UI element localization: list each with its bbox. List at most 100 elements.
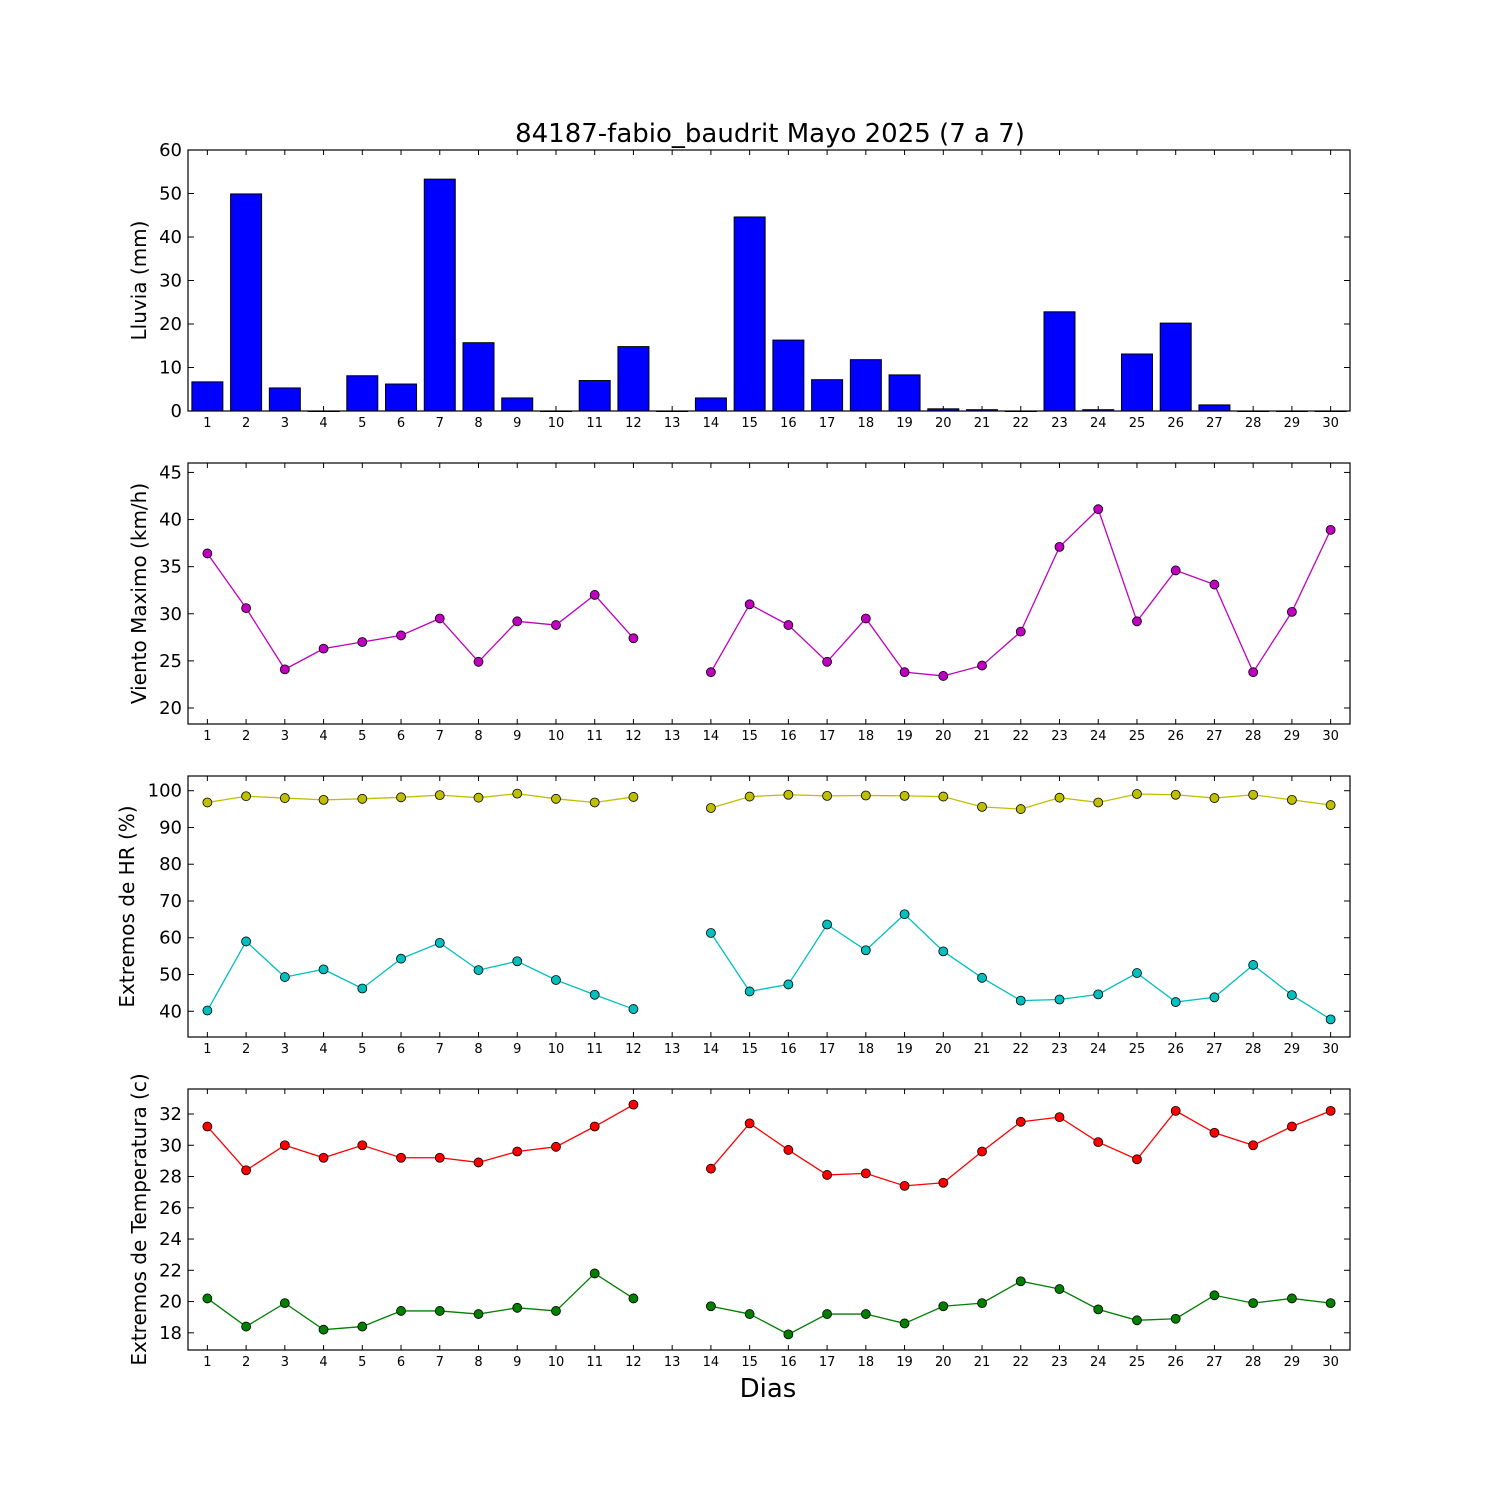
data-point: [938, 946, 949, 957]
data-point: [1248, 1298, 1259, 1309]
x-tick-label: 12: [625, 1355, 642, 1370]
x-tick-label: 22: [1012, 1355, 1029, 1370]
data-point: [783, 1145, 794, 1155]
x-tick-label: 8: [474, 729, 482, 744]
data-point: [1248, 789, 1259, 800]
x-tick-label: 9: [513, 729, 521, 744]
x-tick-label: 24: [1090, 416, 1107, 431]
y-tick-label: 90: [159, 817, 182, 838]
plot-frame: [187, 462, 1351, 725]
data-point: [434, 1152, 445, 1163]
x-tick-label: 4: [319, 1355, 327, 1370]
data-point: [241, 1321, 252, 1332]
x-tick-label: 20: [935, 1042, 952, 1057]
x-tick-label: 11: [586, 416, 603, 431]
data-point: [860, 1168, 871, 1179]
x-tick-label: 5: [358, 729, 366, 744]
data-point: [473, 1157, 484, 1168]
y-tick-label: 40: [159, 510, 182, 531]
data-point: [1170, 565, 1181, 576]
y-axis-label: Viento Maximo (km/h): [127, 483, 151, 704]
data-point: [434, 937, 445, 948]
x-tick-label: 10: [548, 416, 565, 431]
x-tick-label: 27: [1206, 416, 1223, 431]
x-tick-label: 25: [1129, 1042, 1146, 1057]
y-tick-label: 35: [159, 557, 182, 578]
data-point: [1325, 800, 1336, 810]
data-point: [1093, 1304, 1104, 1315]
x-tick-label: 7: [436, 1355, 444, 1370]
data-point: [589, 1121, 600, 1132]
x-tick-label: 16: [780, 729, 797, 744]
data-point: [977, 1146, 987, 1157]
data-point: [938, 671, 949, 681]
data-point: [551, 793, 561, 804]
x-tick-label: 8: [474, 416, 482, 431]
data-point: [899, 1318, 910, 1329]
x-tick-label: 22: [1012, 1042, 1029, 1057]
x-tick-label: 15: [741, 416, 758, 431]
x-tick-label: 28: [1245, 416, 1262, 431]
rain-bar: [462, 342, 495, 412]
x-tick-label: 23: [1051, 1355, 1068, 1370]
x-tick-label: 1: [203, 1355, 211, 1370]
data-point: [899, 790, 910, 801]
x-tick-label: 11: [586, 729, 603, 744]
data-point: [860, 613, 871, 624]
rain-bar: [423, 178, 456, 412]
data-point: [1054, 1112, 1065, 1123]
x-tick-label: 5: [358, 416, 366, 431]
rain-bar: [617, 346, 650, 412]
data-point: [744, 791, 755, 802]
x-tick-label: 20: [935, 416, 952, 431]
x-tick-label: 4: [319, 729, 327, 744]
rain-bar: [1120, 353, 1153, 412]
data-point: [357, 1321, 368, 1332]
x-tick-label: 25: [1129, 729, 1146, 744]
data-point: [977, 801, 987, 812]
data-point: [279, 664, 290, 675]
x-tick-label: 24: [1090, 1355, 1107, 1370]
data-point: [1093, 1137, 1104, 1148]
y-tick-label: 80: [159, 854, 182, 875]
data-point: [318, 964, 329, 975]
x-tick-label: 14: [703, 416, 720, 431]
x-tick-label: 30: [1322, 729, 1339, 744]
x-tick-label: 2: [242, 1042, 250, 1057]
x-tick-label: 2: [242, 729, 250, 744]
y-tick-label: 60: [159, 928, 182, 949]
x-tick-label: 3: [281, 729, 289, 744]
x-tick-label: 11: [586, 1042, 603, 1057]
x-tick-label: 4: [319, 416, 327, 431]
rain-bar: [888, 374, 921, 412]
series-line: [207, 792, 634, 804]
y-tick-label: 0: [171, 401, 182, 422]
x-tick-label: 5: [358, 1042, 366, 1057]
x-tick-label: 30: [1322, 1355, 1339, 1370]
data-point: [1054, 994, 1065, 1005]
x-tick-label: 15: [741, 1355, 758, 1370]
data-point: [977, 972, 987, 983]
data-point: [822, 1309, 832, 1319]
x-tick-label: 7: [436, 729, 444, 744]
x-tick-label: 28: [1245, 1042, 1262, 1057]
data-point: [899, 667, 910, 678]
rain-bar: [346, 375, 379, 412]
y-axis-label: Extremos de Temperatura (c): [127, 1073, 151, 1365]
x-tick-label: 13: [664, 1042, 681, 1057]
data-point: [783, 979, 794, 990]
y-tick-label: 50: [159, 184, 182, 205]
data-point: [512, 788, 523, 799]
data-point: [1325, 524, 1336, 535]
data-point: [396, 1306, 406, 1316]
x-tick-label: 7: [436, 416, 444, 431]
data-point: [1209, 579, 1220, 590]
rain-bar: [268, 387, 301, 412]
rain-bar: [694, 397, 727, 412]
data-point: [279, 1298, 290, 1309]
x-tick-label: 6: [397, 416, 405, 431]
data-point: [783, 620, 794, 630]
